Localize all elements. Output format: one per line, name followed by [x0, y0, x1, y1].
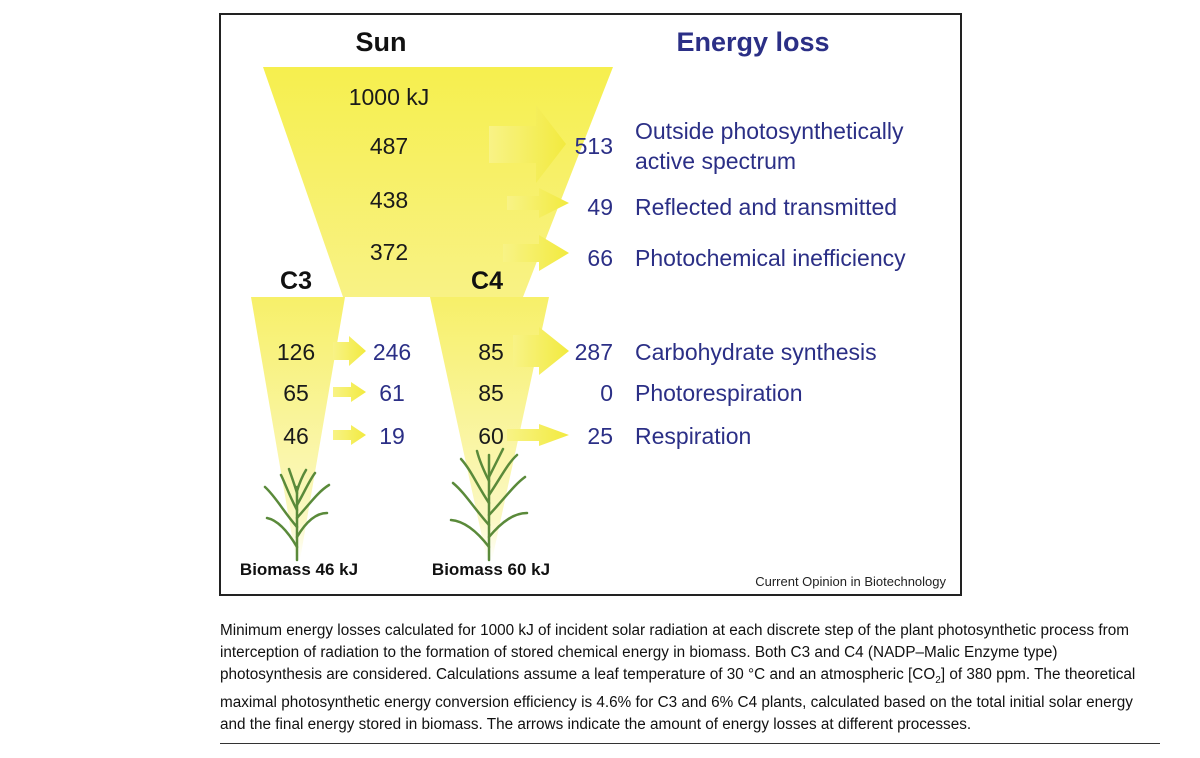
loss-value: 513 [575, 133, 613, 159]
c3-value: 46 [283, 423, 309, 449]
process-label: Photorespiration [635, 380, 803, 406]
loss-value: 66 [587, 245, 613, 271]
arrow-c3-carbohydrate [333, 336, 366, 366]
arrow-reflected [507, 188, 569, 218]
sun-label: Sun [356, 27, 407, 57]
sun-value: 372 [370, 239, 408, 265]
c3-value: 126 [277, 339, 315, 365]
arrow-c3-respiration [333, 425, 366, 445]
c3-plant-icon [263, 467, 331, 562]
arrow-photochemical [503, 235, 569, 271]
journal-credit: Current Opinion in Biotechnology [755, 574, 946, 589]
arrow-outside-spectrum [489, 105, 566, 183]
c4-value: 85 [478, 380, 504, 406]
c3-funnel [251, 297, 345, 560]
diagram-canvas: Sun Energy loss C3 C4 1000 kJ 487 438 37… [240, 27, 947, 589]
c3-value: 65 [283, 380, 309, 406]
c3-biomass-label: Biomass 46 kJ [240, 560, 358, 579]
figure-caption: Minimum energy losses calculated for 100… [220, 620, 1160, 736]
loss-label: active spectrum [635, 148, 796, 174]
c4-loss-value: 0 [600, 380, 613, 406]
arrow-c4-respiration [507, 424, 569, 446]
energy-loss-title: Energy loss [676, 27, 829, 57]
c4-biomass-label: Biomass 60 kJ [432, 560, 550, 579]
sun-value: 1000 kJ [349, 84, 430, 110]
sun-value: 438 [370, 187, 408, 213]
c3-loss-value: 246 [373, 339, 411, 365]
sun-funnel [263, 67, 613, 297]
c4-value: 85 [478, 339, 504, 365]
loss-label: Outside photosynthetically [635, 118, 904, 144]
c4-plant-icon [449, 447, 529, 562]
caption-subscript: 2 [935, 675, 941, 687]
c4-label: C4 [471, 267, 503, 295]
loss-label: Reflected and transmitted [635, 194, 897, 220]
loss-label: Photochemical inefficiency [635, 245, 906, 271]
sun-value: 487 [370, 133, 408, 159]
c3-label: C3 [280, 267, 312, 295]
energy-loss-diagram: Sun Energy loss C3 C4 1000 kJ 487 438 37… [219, 13, 962, 596]
caption-text-continued: ] of 380 ppm. The theoretical maximal ph… [220, 666, 1136, 734]
arrow-c3-photorespiration [333, 382, 366, 402]
loss-value: 49 [587, 194, 613, 220]
divider-line [220, 743, 1160, 744]
arrow-c4-carbohydrate [513, 327, 569, 375]
process-label: Respiration [635, 423, 751, 449]
c4-value: 60 [478, 423, 504, 449]
caption-text: Minimum energy losses calculated for 100… [220, 622, 1129, 683]
c3-loss-value: 19 [379, 423, 405, 449]
c3-loss-value: 61 [379, 380, 405, 406]
c4-loss-value: 25 [587, 423, 613, 449]
c4-loss-value: 287 [575, 339, 613, 365]
process-label: Carbohydrate synthesis [635, 339, 877, 365]
